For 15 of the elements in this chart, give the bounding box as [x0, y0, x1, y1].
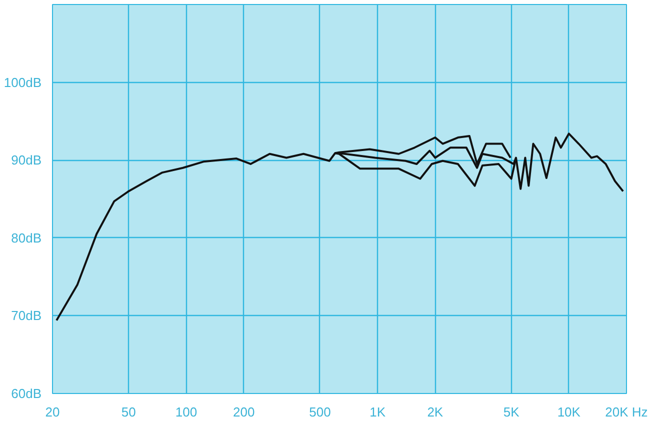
x-tick-label: 5K	[503, 404, 520, 420]
x-tick-label: 2K	[427, 404, 444, 420]
x-tick-label: 20K Hz	[605, 404, 648, 420]
x-tick-label: 50	[121, 404, 136, 420]
x-tick-label: 100	[175, 404, 198, 420]
x-tick-label: 10K	[557, 404, 581, 420]
x-tick-label: 20	[45, 404, 60, 420]
x-tick-label: 1K	[370, 404, 386, 420]
x-tick-label: 200	[232, 404, 255, 420]
x-tick-label: 500	[309, 404, 331, 420]
y-tick-label: 80dB	[11, 230, 42, 246]
y-tick-label: 100dB	[4, 74, 42, 90]
y-tick-label: 90dB	[11, 152, 42, 168]
y-tick-label: 70dB	[11, 308, 42, 324]
y-tick-label: 60dB	[11, 386, 42, 401]
